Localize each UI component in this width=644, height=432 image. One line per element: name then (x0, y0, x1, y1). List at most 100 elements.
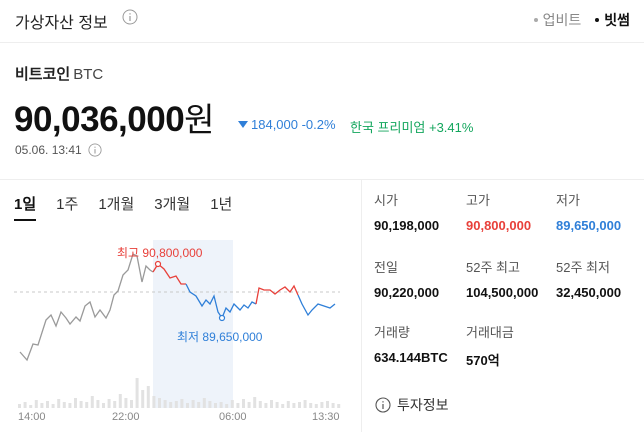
price-line-neutral (19, 253, 154, 362)
low-marker (218, 314, 226, 322)
volume-bar (286, 401, 290, 408)
bullet-icon (533, 18, 538, 22)
volume-bar (247, 402, 251, 408)
stat-value: 104,500,000 (466, 285, 539, 300)
volume-bar (163, 400, 167, 408)
volume-bar (174, 401, 178, 408)
volume-bars (18, 378, 341, 408)
invest-info-link[interactable]: 투자정보 (375, 395, 449, 415)
high-label: 최고 90,800,000 (117, 246, 203, 260)
volume-bar (96, 400, 100, 408)
tab-1day[interactable]: 1일 (14, 193, 37, 221)
tab-upbit[interactable]: 업비트 (533, 10, 582, 30)
volume-bar (141, 390, 145, 408)
volume-bar (135, 378, 139, 408)
volume-bar (326, 401, 329, 408)
volume-bar (169, 402, 173, 408)
change-value: 184,000 -0.2% (251, 117, 336, 132)
volume-bar (102, 403, 105, 408)
volume-bar (230, 400, 234, 408)
stat-52w-high: 52주 최고 104,500,000 (466, 257, 538, 300)
low-label: 최저 89,650,000 (177, 330, 263, 344)
info-icon[interactable] (122, 9, 138, 25)
volume-bar (85, 402, 89, 408)
header: 가상자산 정보 업비트 빗썸 (0, 0, 644, 43)
stat-label: 전일 (374, 260, 398, 275)
price-line-up (255, 284, 299, 305)
invest-info-label: 투자정보 (397, 397, 449, 413)
volume-bar (242, 399, 245, 408)
volume-bar (225, 404, 229, 408)
volume-bar (158, 398, 161, 408)
high-marker (154, 260, 162, 268)
volume-bar (107, 399, 111, 408)
volume-bar (258, 401, 262, 408)
volume-bar (253, 397, 257, 408)
volume-bar (146, 386, 150, 408)
current-price: 90,036,000원 (14, 93, 215, 141)
stat-high: 고가 90,800,000 (466, 190, 531, 233)
volume-bar (57, 399, 61, 408)
coin-name: 비트코인 BTC (15, 63, 103, 84)
info-icon[interactable] (88, 143, 102, 157)
price-change: 184,000 -0.2% (238, 117, 336, 132)
volume-bar (208, 401, 212, 408)
price-chart[interactable]: 최고 90,800,000 최저 89,650,000 14:00 22:00 … (0, 232, 360, 432)
x-tick: 22:00 (112, 411, 140, 423)
volume-bar (18, 404, 21, 408)
tab-1year[interactable]: 1년 (210, 196, 233, 213)
stat-prev: 전일 90,220,000 (374, 257, 439, 300)
period-tabs: 1일 1주 1개월 3개월 1년 (14, 193, 252, 221)
volume-bar (331, 403, 335, 408)
volume-bar (68, 403, 72, 408)
tab-1week[interactable]: 1주 (56, 196, 79, 213)
source-tabs: 업비트 빗썸 (533, 10, 630, 30)
stat-value: 90,800,000 (466, 218, 532, 233)
volume-bar (191, 400, 195, 408)
volume-bar (34, 400, 38, 408)
stat-label: 거래대금 (466, 325, 514, 340)
info-icon (375, 397, 391, 413)
volume-bar (46, 401, 49, 408)
volume-bar (320, 402, 324, 408)
volume-bar (152, 396, 156, 408)
tab-3month[interactable]: 3개월 (154, 196, 191, 213)
stat-52w-low: 52주 최저 32,450,000 (556, 257, 621, 300)
volume-bar (309, 403, 313, 408)
bullet-icon (595, 18, 600, 22)
page-title: 가상자산 정보 (15, 15, 108, 32)
volume-bar (281, 404, 285, 408)
korea-premium: 한국 프리미엄 +3.41% (350, 120, 474, 135)
stat-volume: 거래량 634.144BTC (374, 322, 448, 365)
volume-bar (23, 402, 27, 408)
stat-value: 32,450,000 (556, 285, 622, 300)
tab-bithumb[interactable]: 빗썸 (595, 10, 630, 30)
coin-symbol: BTC (73, 66, 104, 83)
volume-bar (180, 399, 184, 408)
tab-label: 업비트 (542, 12, 582, 28)
volume-bar (130, 400, 133, 408)
price-line-down (297, 294, 336, 317)
volume-bar (264, 403, 268, 408)
price-value: 90,036,000 (14, 100, 185, 139)
timestamp-text: 05.06. 13:41 (15, 143, 82, 157)
x-tick: 13:30 (312, 411, 340, 423)
volume-bar (79, 401, 83, 408)
stat-value: 634.144BTC (374, 350, 448, 365)
tab-label: 빗썸 (604, 12, 630, 28)
volume-bar (124, 398, 128, 408)
volume-bar (219, 402, 223, 408)
volume-bar (113, 401, 117, 408)
tab-1month[interactable]: 1개월 (98, 196, 135, 213)
stat-amount: 거래대금 570억 (466, 322, 514, 369)
down-triangle-icon (238, 121, 248, 128)
chart-highlight-area (153, 240, 233, 408)
divider (0, 179, 644, 180)
stat-label: 시가 (374, 193, 398, 208)
stat-label: 거래량 (374, 325, 410, 340)
stat-label: 52주 최저 (556, 260, 610, 275)
volume-bar (337, 404, 341, 408)
timestamp: 05.06. 13:41 (15, 143, 102, 157)
volume-bar (40, 403, 44, 408)
stat-label: 저가 (556, 193, 580, 208)
